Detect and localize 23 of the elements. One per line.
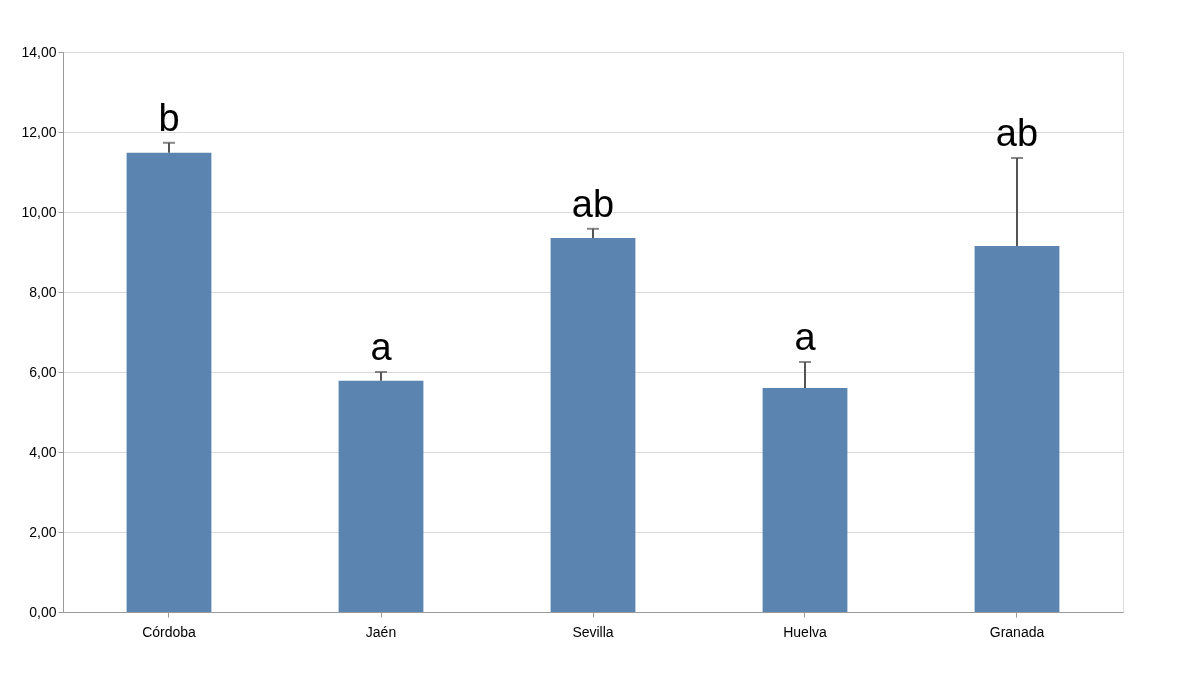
x-tick-label: Sevilla [572, 623, 614, 640]
annotation: ab [995, 112, 1039, 154]
y-tick-label: 6,00 [29, 363, 57, 380]
annotation: a [370, 326, 393, 368]
x-tick-label: Huelva [783, 623, 827, 640]
y-tick-label: 8,00 [29, 283, 57, 300]
y-tick-label: 4,00 [29, 443, 57, 460]
y-tick-label: 10,00 [21, 203, 57, 220]
annotation: ab [571, 182, 615, 225]
y-tick-label: 2,00 [29, 523, 57, 540]
y-tick-label: 0,00 [29, 603, 57, 620]
bar [338, 380, 424, 612]
y-tick-label: 14,00 [21, 43, 57, 60]
bar [550, 238, 636, 612]
bar [974, 246, 1060, 612]
y-tick-label: 12,00 [21, 123, 57, 140]
annotation: b [158, 96, 180, 139]
bar [126, 152, 212, 612]
bar [762, 388, 848, 612]
x-tick-label: Córdoba [142, 623, 197, 640]
annotation: a [794, 316, 817, 358]
x-tick-label: Granada [989, 623, 1045, 640]
x-tick-label: Jaén [365, 623, 397, 640]
